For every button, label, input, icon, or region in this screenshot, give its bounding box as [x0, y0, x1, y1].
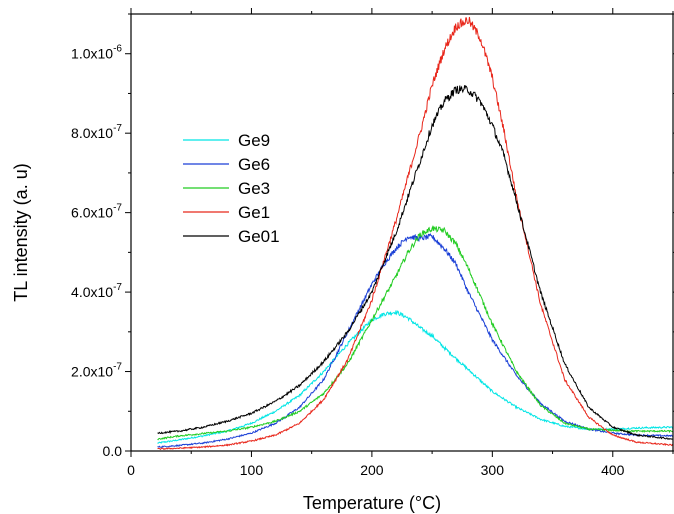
- series-line-ge3: [157, 225, 673, 441]
- series-line-ge01: [157, 85, 674, 440]
- y-tick-label: 4.0x10-7: [71, 282, 122, 300]
- y-axis-title: TL intensity (a. u): [11, 163, 31, 301]
- plot-frame: [130, 13, 674, 452]
- axes-layer: 0 100 200 300 400 0.0 2.0x10-7 4.0x10-7 6.0x10-7…: [71, 8, 674, 478]
- legend-label-ge6: Ge6: [238, 155, 270, 174]
- legend-label-ge3: Ge3: [238, 179, 270, 198]
- y-tick-label: 2.0x10-7: [71, 362, 122, 380]
- y-tick-label: 0.0: [103, 443, 123, 459]
- x-tick-label: 400: [601, 462, 625, 478]
- legend-label-ge1: Ge1: [238, 203, 270, 222]
- legend-label-ge01: Ge01: [238, 227, 280, 246]
- legend: Ge9 Ge6 Ge3 Ge1 Ge01: [183, 131, 280, 246]
- x-tick-label: 200: [360, 462, 384, 478]
- x-tick-label: 300: [481, 462, 505, 478]
- y-tick-label: 1.0x10-6: [71, 44, 122, 62]
- y-tick-label: 8.0x10-7: [71, 123, 122, 141]
- legend-label-ge9: Ge9: [238, 131, 270, 150]
- series-line-ge1: [157, 16, 674, 451]
- series-layer: [157, 16, 674, 451]
- x-tick-label: 0: [127, 462, 135, 478]
- x-axis-title: Temperature (°C): [303, 493, 441, 513]
- x-tick-label: 100: [240, 462, 264, 478]
- y-tick-label: 6.0x10-7: [71, 203, 122, 221]
- series-line-ge6: [157, 233, 674, 448]
